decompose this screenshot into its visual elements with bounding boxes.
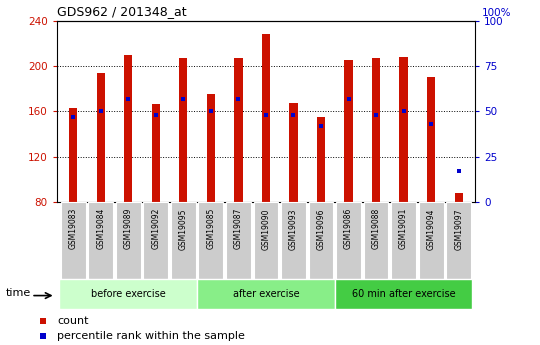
FancyBboxPatch shape	[391, 202, 416, 279]
Text: GSM19087: GSM19087	[234, 208, 243, 249]
Text: count: count	[57, 316, 89, 326]
FancyBboxPatch shape	[199, 202, 223, 279]
Text: GSM19092: GSM19092	[151, 208, 160, 249]
FancyBboxPatch shape	[364, 202, 388, 279]
Text: GSM19089: GSM19089	[124, 208, 133, 249]
Text: GSM19086: GSM19086	[344, 208, 353, 249]
Text: GSM19090: GSM19090	[261, 208, 271, 249]
FancyBboxPatch shape	[281, 202, 306, 279]
FancyBboxPatch shape	[335, 279, 472, 309]
Text: GSM19094: GSM19094	[427, 208, 436, 249]
FancyBboxPatch shape	[309, 202, 333, 279]
FancyBboxPatch shape	[418, 202, 443, 279]
FancyBboxPatch shape	[171, 202, 195, 279]
FancyBboxPatch shape	[446, 202, 471, 279]
FancyBboxPatch shape	[144, 202, 168, 279]
Bar	[345, 60, 353, 202]
Bar	[372, 58, 380, 202]
Text: GSM19083: GSM19083	[69, 208, 78, 249]
Bar	[179, 58, 187, 202]
Text: before exercise: before exercise	[91, 289, 166, 299]
Bar	[262, 34, 270, 202]
Bar	[234, 58, 242, 202]
Text: 60 min after exercise: 60 min after exercise	[352, 289, 455, 299]
Bar	[152, 105, 160, 202]
Bar	[97, 73, 105, 202]
FancyBboxPatch shape	[197, 279, 335, 309]
FancyBboxPatch shape	[59, 279, 197, 309]
Text: 100%: 100%	[482, 8, 511, 18]
Text: GSM19097: GSM19097	[454, 208, 463, 249]
FancyBboxPatch shape	[336, 202, 361, 279]
Text: GSM19091: GSM19091	[399, 208, 408, 249]
Bar	[69, 108, 77, 202]
Text: GDS962 / 201348_at: GDS962 / 201348_at	[57, 5, 186, 18]
Bar	[124, 55, 132, 202]
Text: GSM19096: GSM19096	[316, 208, 326, 249]
Text: percentile rank within the sample: percentile rank within the sample	[57, 331, 245, 341]
FancyBboxPatch shape	[61, 202, 86, 279]
Text: time: time	[5, 288, 31, 298]
Bar	[317, 117, 325, 202]
FancyBboxPatch shape	[226, 202, 251, 279]
Text: GSM19084: GSM19084	[96, 208, 105, 249]
Text: GSM19095: GSM19095	[179, 208, 188, 249]
FancyBboxPatch shape	[254, 202, 278, 279]
FancyBboxPatch shape	[116, 202, 141, 279]
Text: after exercise: after exercise	[233, 289, 299, 299]
Bar	[455, 193, 463, 202]
Bar	[207, 94, 215, 202]
Bar	[427, 77, 435, 202]
Bar	[289, 104, 298, 202]
Text: GSM19093: GSM19093	[289, 208, 298, 249]
Text: GSM19085: GSM19085	[206, 208, 215, 249]
Bar	[400, 57, 408, 202]
FancyBboxPatch shape	[89, 202, 113, 279]
Text: GSM19088: GSM19088	[372, 208, 381, 249]
